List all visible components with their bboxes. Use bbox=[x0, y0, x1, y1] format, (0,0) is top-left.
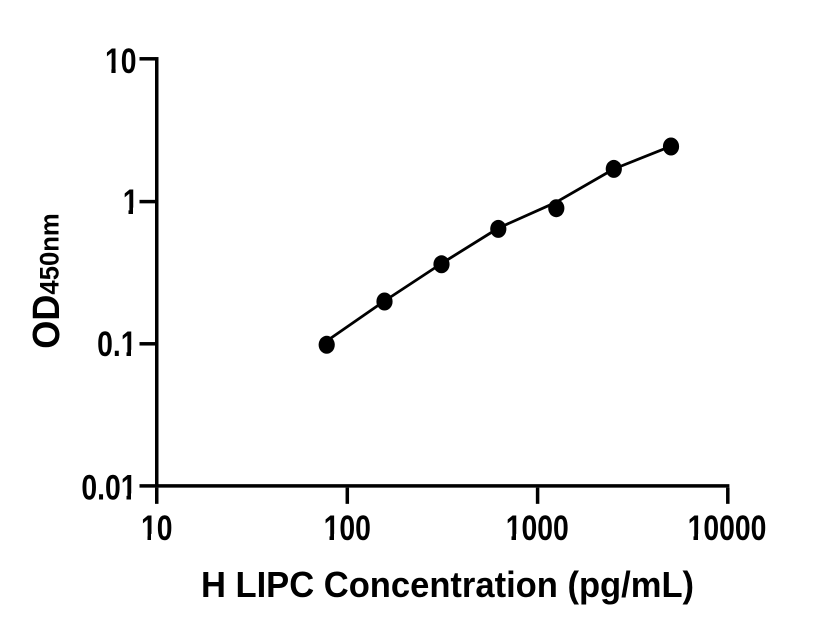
svg-text:0.1: 0.1 bbox=[97, 324, 136, 364]
svg-text:100: 100 bbox=[324, 508, 371, 548]
svg-text:H LIPC Concentration (pg/mL): H LIPC Concentration (pg/mL) bbox=[201, 565, 694, 605]
svg-text:10000: 10000 bbox=[688, 508, 767, 548]
svg-text:1000: 1000 bbox=[506, 508, 569, 548]
svg-text:10: 10 bbox=[105, 41, 137, 81]
svg-text:0.01: 0.01 bbox=[81, 468, 136, 508]
svg-text:10: 10 bbox=[141, 508, 173, 548]
svg-text:1: 1 bbox=[123, 182, 139, 222]
